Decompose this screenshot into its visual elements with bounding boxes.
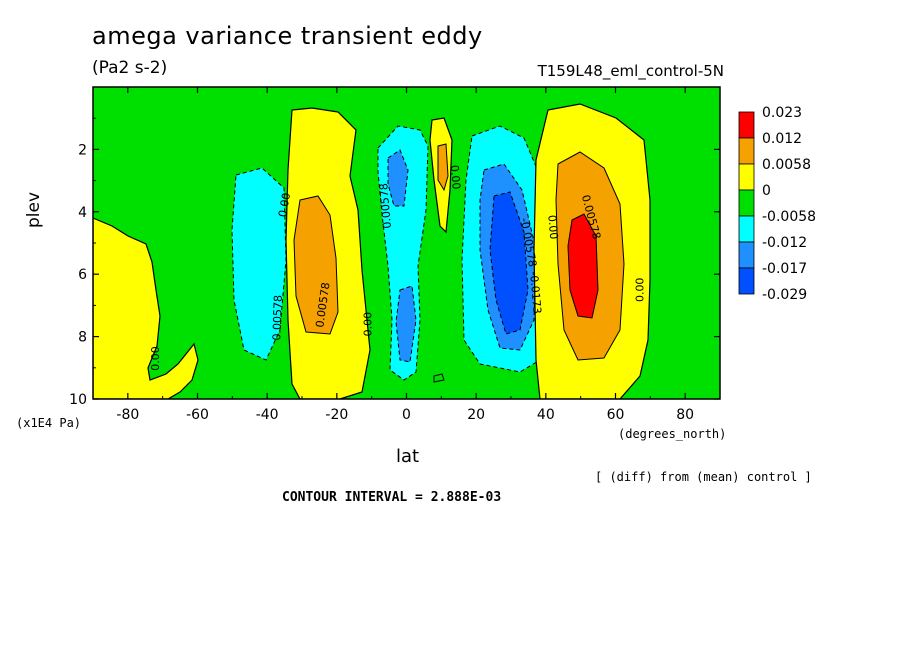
x-tick-label: -40 — [256, 407, 279, 423]
colorbar-swatch — [738, 137, 755, 165]
colorbar-label: -0.017 — [762, 261, 807, 277]
contour-label: 0.00578 — [270, 295, 285, 341]
colorbar-swatch — [738, 111, 755, 139]
x-axis: -80 -60 -40 -20 0 20 40 60 80 — [116, 87, 694, 423]
y-axis-unit: (x1E4 Pa) — [16, 416, 82, 430]
y-tick-label: 2 — [78, 142, 87, 158]
colorbar-swatch — [738, 163, 755, 191]
run-label: T159L48_eml_control-5N — [537, 62, 724, 80]
contour-label: -0.0173 — [527, 271, 544, 314]
contour-label: 0.00 — [149, 346, 162, 371]
contour-label: 0.00578 — [377, 183, 394, 229]
colorbar-label: -0.029 — [762, 287, 807, 303]
contour-label: 0.00 — [545, 214, 560, 240]
colorbar-label: 0.023 — [762, 105, 802, 121]
y-tick-label: 6 — [78, 267, 87, 283]
contour-label: 0.00 — [276, 192, 293, 218]
x-tick-label: -80 — [116, 407, 139, 423]
colorbar-swatch — [738, 215, 755, 243]
x-tick-label: 0 — [402, 407, 411, 423]
y-tick-label: 10 — [69, 392, 87, 408]
x-tick-label: 60 — [607, 407, 625, 423]
x-tick-label: 40 — [537, 407, 555, 423]
colorbar-swatch — [738, 241, 755, 269]
colorbar-label: 0 — [762, 183, 771, 199]
colorbar-label: -0.0058 — [762, 209, 816, 225]
contour-label: 0.00 — [633, 278, 646, 303]
colorbar-label: 0.012 — [762, 131, 802, 147]
contour-labels: 0.00 0.00578 0.00578 0.00 0.00 0.00578 0.00 -0.… — [149, 164, 646, 370]
x-tick-label: 20 — [467, 407, 485, 423]
contour-label: 0.00 — [362, 312, 375, 337]
contour-interval: CONTOUR INTERVAL = 2.888E-03 — [282, 490, 502, 505]
chart-units: (Pa2 s-2) — [92, 58, 168, 78]
x-tick-label: -60 — [186, 407, 209, 423]
diff-note: [ (diff) from (mean) control ] — [595, 470, 812, 484]
chart-title: amega variance transient eddy — [92, 22, 483, 50]
colorbar-label: -0.012 — [762, 235, 807, 251]
x-tick-label: -20 — [325, 407, 348, 423]
contour-field — [93, 87, 720, 399]
colorbar-swatch — [738, 189, 755, 217]
colorbar-label: 0.0058 — [762, 157, 811, 173]
contour-label: 0.00578 — [313, 281, 332, 328]
x-axis-unit: (degrees_north) — [618, 427, 727, 441]
y-tick-label: 4 — [78, 205, 87, 221]
colorbar-swatch — [738, 267, 755, 295]
x-tick-label: 80 — [676, 407, 694, 423]
contour-label: 0.00 — [448, 164, 463, 190]
y-tick-label: 8 — [78, 330, 87, 346]
y-axis: 2 4 6 8 10 — [69, 117, 720, 408]
x-axis-label: lat — [396, 446, 420, 467]
colorbar: 0.023 0.012 0.0058 0 -0.0058 -0.012 -0.017 -0.0… — [738, 105, 816, 303]
